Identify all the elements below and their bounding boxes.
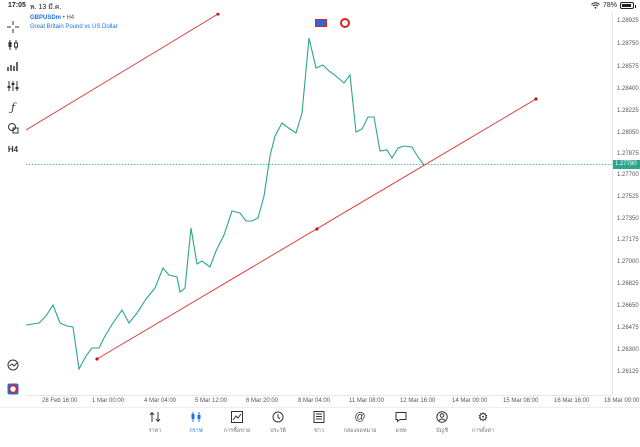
price-axis: 1.28925 1.28750 1.28575 1.28400 1.28225 … <box>612 13 640 395</box>
price-tick: 1.28400 <box>617 86 639 92</box>
nav-chat[interactable]: แชท <box>378 408 424 444</box>
bottom-nav: ราคา กราฟ การซื้อขาย ประวัติ ข่าว @ กล่อ… <box>0 407 640 447</box>
price-tick: 1.27875 <box>617 151 639 157</box>
chart-legend: GBPUSDm • H4 Great Britain Pound vs US D… <box>30 14 118 32</box>
time-tick: 28 Feb 16:00 <box>42 398 78 404</box>
status-date: พ. 13 มี.ค. <box>30 4 62 11</box>
time-tick: 15 Mar 08:00 <box>503 398 539 404</box>
account-icon <box>435 410 449 424</box>
lower-trend-end-handle[interactable] <box>534 97 538 101</box>
price-tick: 1.27700 <box>617 172 639 178</box>
settings-sliders-icon[interactable] <box>4 78 22 94</box>
status-time: 17:05 <box>8 2 26 9</box>
price-tick: 1.26825 <box>617 281 639 287</box>
candlestick-type-icon[interactable] <box>4 37 22 53</box>
price-chart[interactable] <box>26 13 612 395</box>
time-tick: 5 Mar 12:00 <box>195 398 228 404</box>
price-tick: 1.27000 <box>617 259 639 265</box>
price-tick: 1.28225 <box>617 108 639 114</box>
nav-settings[interactable]: ⚙ การตั้งค่า <box>460 408 506 444</box>
nav-history[interactable]: ประวัติ <box>255 408 301 444</box>
price-tick: 1.26125 <box>617 369 639 375</box>
nav-label: ราคา <box>148 428 162 434</box>
nav-label: กล่องจดหมาย <box>343 428 377 434</box>
time-tick: 14 Mar 00:00 <box>452 398 488 404</box>
objects-icon[interactable] <box>4 120 22 136</box>
price-tick: 1.26300 <box>617 347 639 353</box>
price-tick: 1.26650 <box>617 303 639 309</box>
price-tick: 1.28575 <box>617 64 639 70</box>
nav-label: ข่าว <box>314 428 324 434</box>
price-tick: 1.27350 <box>617 216 639 222</box>
gbp-flag-icon[interactable] <box>315 19 327 27</box>
wifi-icon <box>591 2 600 9</box>
nav-label: การซื้อขาย <box>223 428 251 434</box>
lower-trend-start-handle[interactable] <box>95 357 99 361</box>
settings-icon: ⚙ <box>477 410 489 424</box>
crosshair-icon[interactable] <box>4 19 22 35</box>
nav-mailbox[interactable]: @ กล่องจดหมาย <box>337 408 383 444</box>
time-tick: 12 Mar 16:00 <box>400 398 436 404</box>
timeframe-h4-icon[interactable]: H4 <box>7 144 19 154</box>
lower-trend-mid-handle[interactable] <box>315 227 319 231</box>
time-tick: 16 Mar 16:00 <box>554 398 590 404</box>
time-tick: 8 Mar 04:00 <box>298 398 331 404</box>
news-icon <box>312 410 326 424</box>
battery-percent: 78% <box>602 2 617 9</box>
battery-icon <box>620 2 636 9</box>
chat-icon <box>394 410 408 424</box>
price-tick: 1.28750 <box>617 41 639 47</box>
price-tick: 1.28050 <box>617 130 639 136</box>
chart-icon <box>189 410 203 424</box>
legend-bullet: • <box>62 15 67 21</box>
trade-icon <box>230 410 244 424</box>
time-tick: 6 Mar 20:00 <box>246 398 279 404</box>
nav-trade[interactable]: การซื้อขาย <box>214 408 260 444</box>
nav-account[interactable]: บัญชี <box>419 408 465 444</box>
nav-label: กราฟ <box>189 428 203 434</box>
upper-trend-handle[interactable] <box>216 13 220 16</box>
left-toolbar: ƒ H4 <box>0 13 26 395</box>
history-icon <box>271 410 285 424</box>
nav-label: บัญชี <box>436 428 448 434</box>
time-tick: 18 Mar 00:00 <box>604 398 640 404</box>
price-line <box>26 37 425 371</box>
upper-trend-line[interactable] <box>26 13 219 131</box>
function-icon[interactable]: ƒ <box>10 100 16 114</box>
status-right: 78% <box>591 2 636 9</box>
price-tick: 1.27175 <box>617 237 639 243</box>
time-tick: 11 Mar 08:00 <box>349 398 384 404</box>
legend-line-1: GBPUSDm • H4 <box>30 14 118 23</box>
nav-label: การตั้งค่า <box>471 428 495 434</box>
nav-label: ประวัติ <box>269 428 287 434</box>
time-axis: 28 Feb 16:00 1 Mar 00:00 4 Mar 04:00 5 M… <box>26 395 639 407</box>
price-tick: 1.27525 <box>617 194 639 200</box>
price-tick: 1.26475 <box>617 325 639 331</box>
time-tick: 4 Mar 04:00 <box>144 398 177 404</box>
symbol-description: Great Britain Pound vs US Dollar <box>30 24 118 30</box>
nav-quotes[interactable]: ราคา <box>132 408 178 444</box>
timeframe-label: H4 <box>66 15 75 21</box>
symbol-label[interactable]: GBPUSDm <box>30 15 62 21</box>
nav-chart[interactable]: กราฟ <box>173 408 219 444</box>
quotes-icon <box>148 410 162 424</box>
nav-news[interactable]: ข่าว <box>296 408 342 444</box>
mailbox-icon: @ <box>354 411 366 423</box>
current-price-badge: 1.27780 <box>613 160 640 169</box>
nav-label: แชท <box>395 428 407 434</box>
time-tick: 1 Mar 00:00 <box>92 398 125 404</box>
quick-trade-icon[interactable] <box>4 381 22 397</box>
usd-flag-icon[interactable] <box>340 18 350 28</box>
status-bar: 17:05 พ. 13 มี.ค. 78% <box>0 0 640 13</box>
price-tick: 1.28925 <box>617 18 639 24</box>
trend-check-icon[interactable] <box>4 357 22 373</box>
indicators-icon[interactable] <box>4 58 22 74</box>
